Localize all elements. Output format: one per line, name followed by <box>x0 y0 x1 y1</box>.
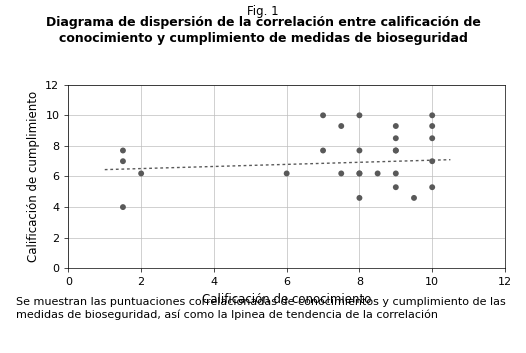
Text: Diagrama de dispersión de la correlación entre calificación de
conocimiento y cu: Diagrama de dispersión de la correlación… <box>46 16 480 45</box>
Point <box>355 170 363 176</box>
Text: Fig. 1: Fig. 1 <box>247 5 279 18</box>
Point <box>428 158 437 164</box>
Point <box>373 170 382 176</box>
Point <box>391 136 400 141</box>
Point <box>282 170 291 176</box>
Point <box>355 148 363 153</box>
Point <box>391 170 400 176</box>
Point <box>319 113 327 118</box>
Point <box>410 195 418 201</box>
Text: Se muestran las puntuaciones correlacionadas de conocimientos y cumplimiento de : Se muestran las puntuaciones correlacion… <box>16 297 505 321</box>
Point <box>355 170 363 176</box>
Point <box>391 148 400 153</box>
Point <box>137 170 145 176</box>
Point <box>391 184 400 190</box>
Point <box>391 148 400 153</box>
Point <box>428 136 437 141</box>
Point <box>428 123 437 129</box>
Point <box>119 158 127 164</box>
Point <box>337 170 346 176</box>
Point <box>428 113 437 118</box>
Point <box>337 123 346 129</box>
Point <box>119 204 127 210</box>
Point <box>355 195 363 201</box>
X-axis label: Calificación de conocimiento: Calificación de conocimiento <box>202 293 371 306</box>
Point <box>319 148 327 153</box>
Point <box>355 113 363 118</box>
Point <box>428 184 437 190</box>
Point <box>119 148 127 153</box>
Y-axis label: Calificación de cumplimiento: Calificación de cumplimiento <box>27 91 39 262</box>
Point <box>391 123 400 129</box>
